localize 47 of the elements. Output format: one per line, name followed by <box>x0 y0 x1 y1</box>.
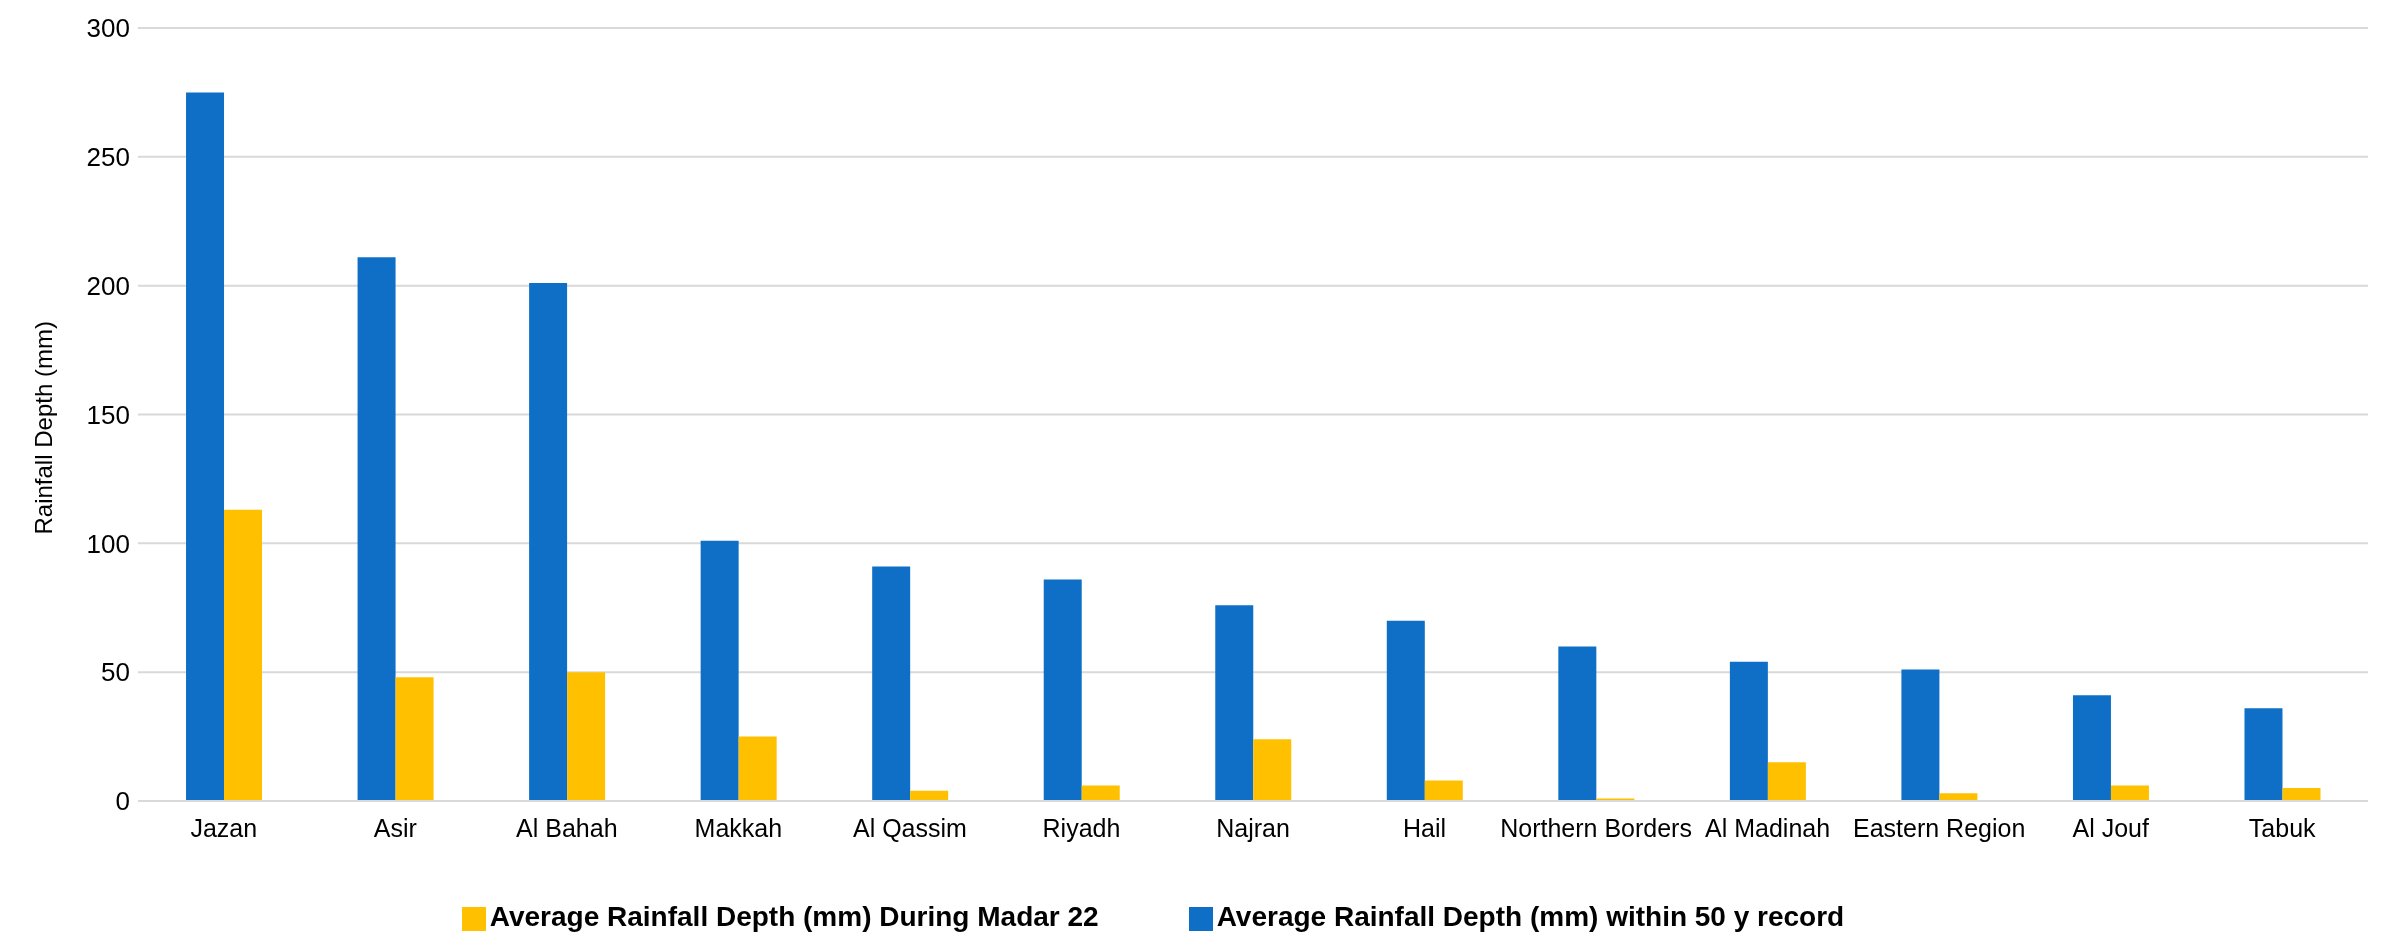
bar <box>1215 605 1254 801</box>
x-tick-label: Al Madinah <box>1705 813 1831 842</box>
bar <box>2244 708 2283 801</box>
legend-label: Average Rainfall Depth (mm) within 50 y record <box>1216 901 1845 932</box>
bar <box>224 509 263 801</box>
x-tick-label: Al Qassim <box>852 813 967 842</box>
bar <box>1043 579 1082 801</box>
legend-label: Average Rainfall Depth (mm) During Madar 22 <box>489 901 1099 932</box>
bar <box>529 283 568 801</box>
x-tick-label: Tabuk <box>2248 813 2317 842</box>
x-tick-label: Asir <box>373 813 417 842</box>
bar <box>1767 762 1806 801</box>
bar <box>1253 739 1292 801</box>
bar <box>2110 785 2149 801</box>
x-tick-label: Al Bahah <box>516 813 618 842</box>
x-tick-label: Makkah <box>694 813 783 842</box>
bar <box>2072 695 2111 801</box>
bar <box>1901 669 1940 801</box>
y-tick-label: 150 <box>86 399 130 430</box>
bar <box>1939 793 1978 801</box>
bar <box>1424 780 1463 801</box>
x-tick-label: Hail <box>1403 813 1447 842</box>
y-tick-label: 250 <box>86 142 130 173</box>
y-tick-label: 200 <box>86 270 130 301</box>
x-tick-label: Riyadh <box>1042 813 1121 842</box>
x-tick-label: Northern Borders <box>1500 813 1692 842</box>
y-tick-label: 300 <box>86 13 130 44</box>
bar <box>567 672 606 801</box>
bar <box>357 257 396 801</box>
y-tick-label: 0 <box>115 786 130 817</box>
bar <box>2282 788 2321 801</box>
x-tick-label: Eastern Region <box>1852 813 2026 842</box>
y-tick-label: 100 <box>86 528 130 559</box>
y-tick-label: 50 <box>101 657 130 688</box>
x-tick-label: Jazan <box>190 813 258 842</box>
x-tick-label: Najran <box>1216 813 1290 842</box>
bar <box>1729 661 1768 801</box>
bar <box>1081 785 1120 801</box>
bar <box>395 677 434 801</box>
bar <box>872 566 911 801</box>
bar <box>1386 620 1425 801</box>
x-tick-label: Al Jouf <box>2072 813 2149 842</box>
bar <box>186 92 225 801</box>
bar <box>738 736 777 801</box>
y-axis-title: Rainfall Depth (mm) <box>29 321 57 535</box>
bar <box>700 540 739 801</box>
bar <box>1558 646 1597 801</box>
